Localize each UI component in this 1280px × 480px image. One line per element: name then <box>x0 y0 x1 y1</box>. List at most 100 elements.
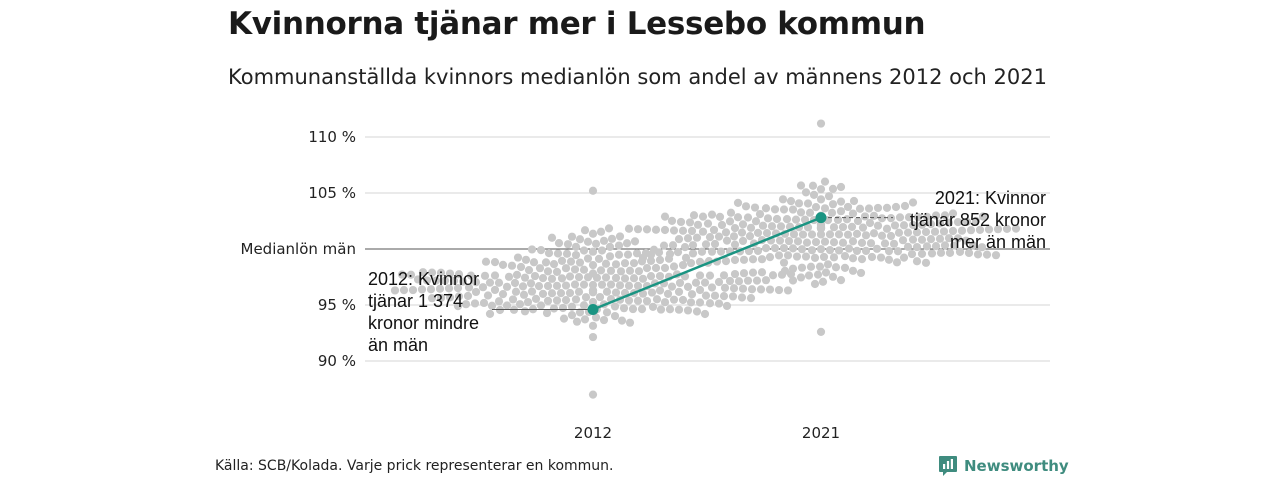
municipality-dot <box>543 296 553 305</box>
municipality-dot <box>504 272 514 281</box>
municipality-dot <box>890 221 900 230</box>
municipality-dot <box>719 292 729 301</box>
municipality-dot <box>964 248 974 258</box>
municipality-dot <box>843 230 853 239</box>
municipality-dot <box>511 287 521 296</box>
municipality-dot <box>762 229 772 238</box>
municipality-dot <box>853 216 863 226</box>
lessebo-point <box>587 303 599 315</box>
municipality-dot <box>470 299 480 308</box>
municipality-dot <box>674 305 684 314</box>
municipality-dot <box>900 201 910 211</box>
annotations: 2012: Kvinnor tjänar 1 374 kronor mindre än… <box>368 188 1046 355</box>
municipality-dot <box>688 249 698 258</box>
municipality-dot <box>490 271 500 280</box>
municipality-dot <box>579 246 589 255</box>
municipality-dot <box>563 240 573 249</box>
municipality-dot <box>595 292 605 302</box>
municipality-dot <box>922 212 932 221</box>
municipality-dot <box>836 207 846 216</box>
municipality-dot <box>686 298 696 307</box>
municipality-dot <box>498 260 508 269</box>
municipality-dot <box>638 253 648 263</box>
municipality-dot <box>454 292 464 301</box>
municipality-dot <box>588 229 598 238</box>
municipality-dot <box>836 197 846 206</box>
municipality-dot <box>579 265 589 274</box>
municipality-dot <box>774 251 784 260</box>
municipality-dot <box>413 275 423 284</box>
municipality-dot <box>547 274 557 283</box>
municipality-dot <box>944 234 954 243</box>
municipality-dot <box>570 265 580 274</box>
source-note: Källa: SCB/Kolada. Varje prick represent… <box>215 458 614 474</box>
municipality-dot <box>816 119 826 128</box>
municipality-dot <box>873 203 883 213</box>
municipality-dot <box>642 225 652 234</box>
municipality-dot <box>574 273 584 282</box>
municipality-dot <box>984 225 994 234</box>
municipality-dot <box>527 245 537 254</box>
municipality-dot <box>745 232 755 241</box>
y-axis-ticks: 90 % 95 % Medianlön män 105 % 110 % <box>241 128 357 370</box>
municipality-dot <box>570 280 580 289</box>
municipality-dot <box>610 311 620 321</box>
municipality-dot <box>588 297 598 307</box>
municipality-dot <box>604 224 614 233</box>
municipality-dot <box>427 268 437 277</box>
municipality-dot <box>700 309 710 319</box>
municipality-dot <box>800 215 810 224</box>
municipality-dot <box>601 259 611 268</box>
municipality-dot <box>804 271 814 280</box>
municipality-dot <box>714 277 724 287</box>
municipality-dot <box>390 286 400 295</box>
y-tick-label: 95 % <box>318 296 356 314</box>
municipality-dot <box>629 274 639 283</box>
municipality-dot <box>466 271 476 280</box>
municipality-dot <box>917 249 927 258</box>
municipality-dot <box>624 296 634 305</box>
municipality-dot <box>819 252 829 262</box>
municipality-dot <box>867 252 877 262</box>
municipality-dot <box>710 239 720 249</box>
municipality-dot <box>485 278 495 287</box>
municipality-dot <box>527 287 537 296</box>
municipality-dot <box>803 199 813 208</box>
municipality-dot <box>588 332 598 342</box>
municipality-dot <box>926 219 936 229</box>
municipality-dot <box>620 274 630 283</box>
municipality-dot <box>615 232 625 241</box>
annotation-lines <box>492 217 893 310</box>
municipality-dot <box>559 314 569 323</box>
municipality-dot <box>848 266 858 275</box>
municipality-dot <box>733 198 743 207</box>
municipality-dot <box>807 230 817 239</box>
municipality-dot <box>642 263 652 273</box>
municipality-dot <box>784 236 794 246</box>
municipality-dot <box>857 238 867 247</box>
municipality-dot <box>719 271 729 280</box>
municipality-dot <box>553 249 563 258</box>
municipality-dot <box>651 225 661 234</box>
municipality-dot <box>698 212 708 221</box>
municipality-dot <box>936 248 946 257</box>
municipality-dot <box>991 251 1001 260</box>
municipality-dot <box>678 226 688 235</box>
municipality-dot <box>552 281 562 290</box>
municipality-dot <box>606 280 616 289</box>
municipality-dot <box>811 237 821 247</box>
municipality-dot <box>614 241 624 250</box>
municipality-dot <box>408 285 418 295</box>
municipality-dot <box>805 208 815 217</box>
municipality-dot <box>436 293 446 303</box>
municipality-dot <box>512 270 522 279</box>
municipality-dot <box>599 315 609 325</box>
municipality-dot <box>757 255 767 264</box>
annotation-line: tjänar 852 kronor <box>910 210 1046 230</box>
municipality-dot <box>615 281 625 290</box>
municipality-dot <box>575 235 585 244</box>
municipality-dot <box>945 248 955 258</box>
municipality-dot <box>955 247 965 256</box>
municipality-dot <box>794 199 804 208</box>
municipality-dot <box>556 289 566 298</box>
